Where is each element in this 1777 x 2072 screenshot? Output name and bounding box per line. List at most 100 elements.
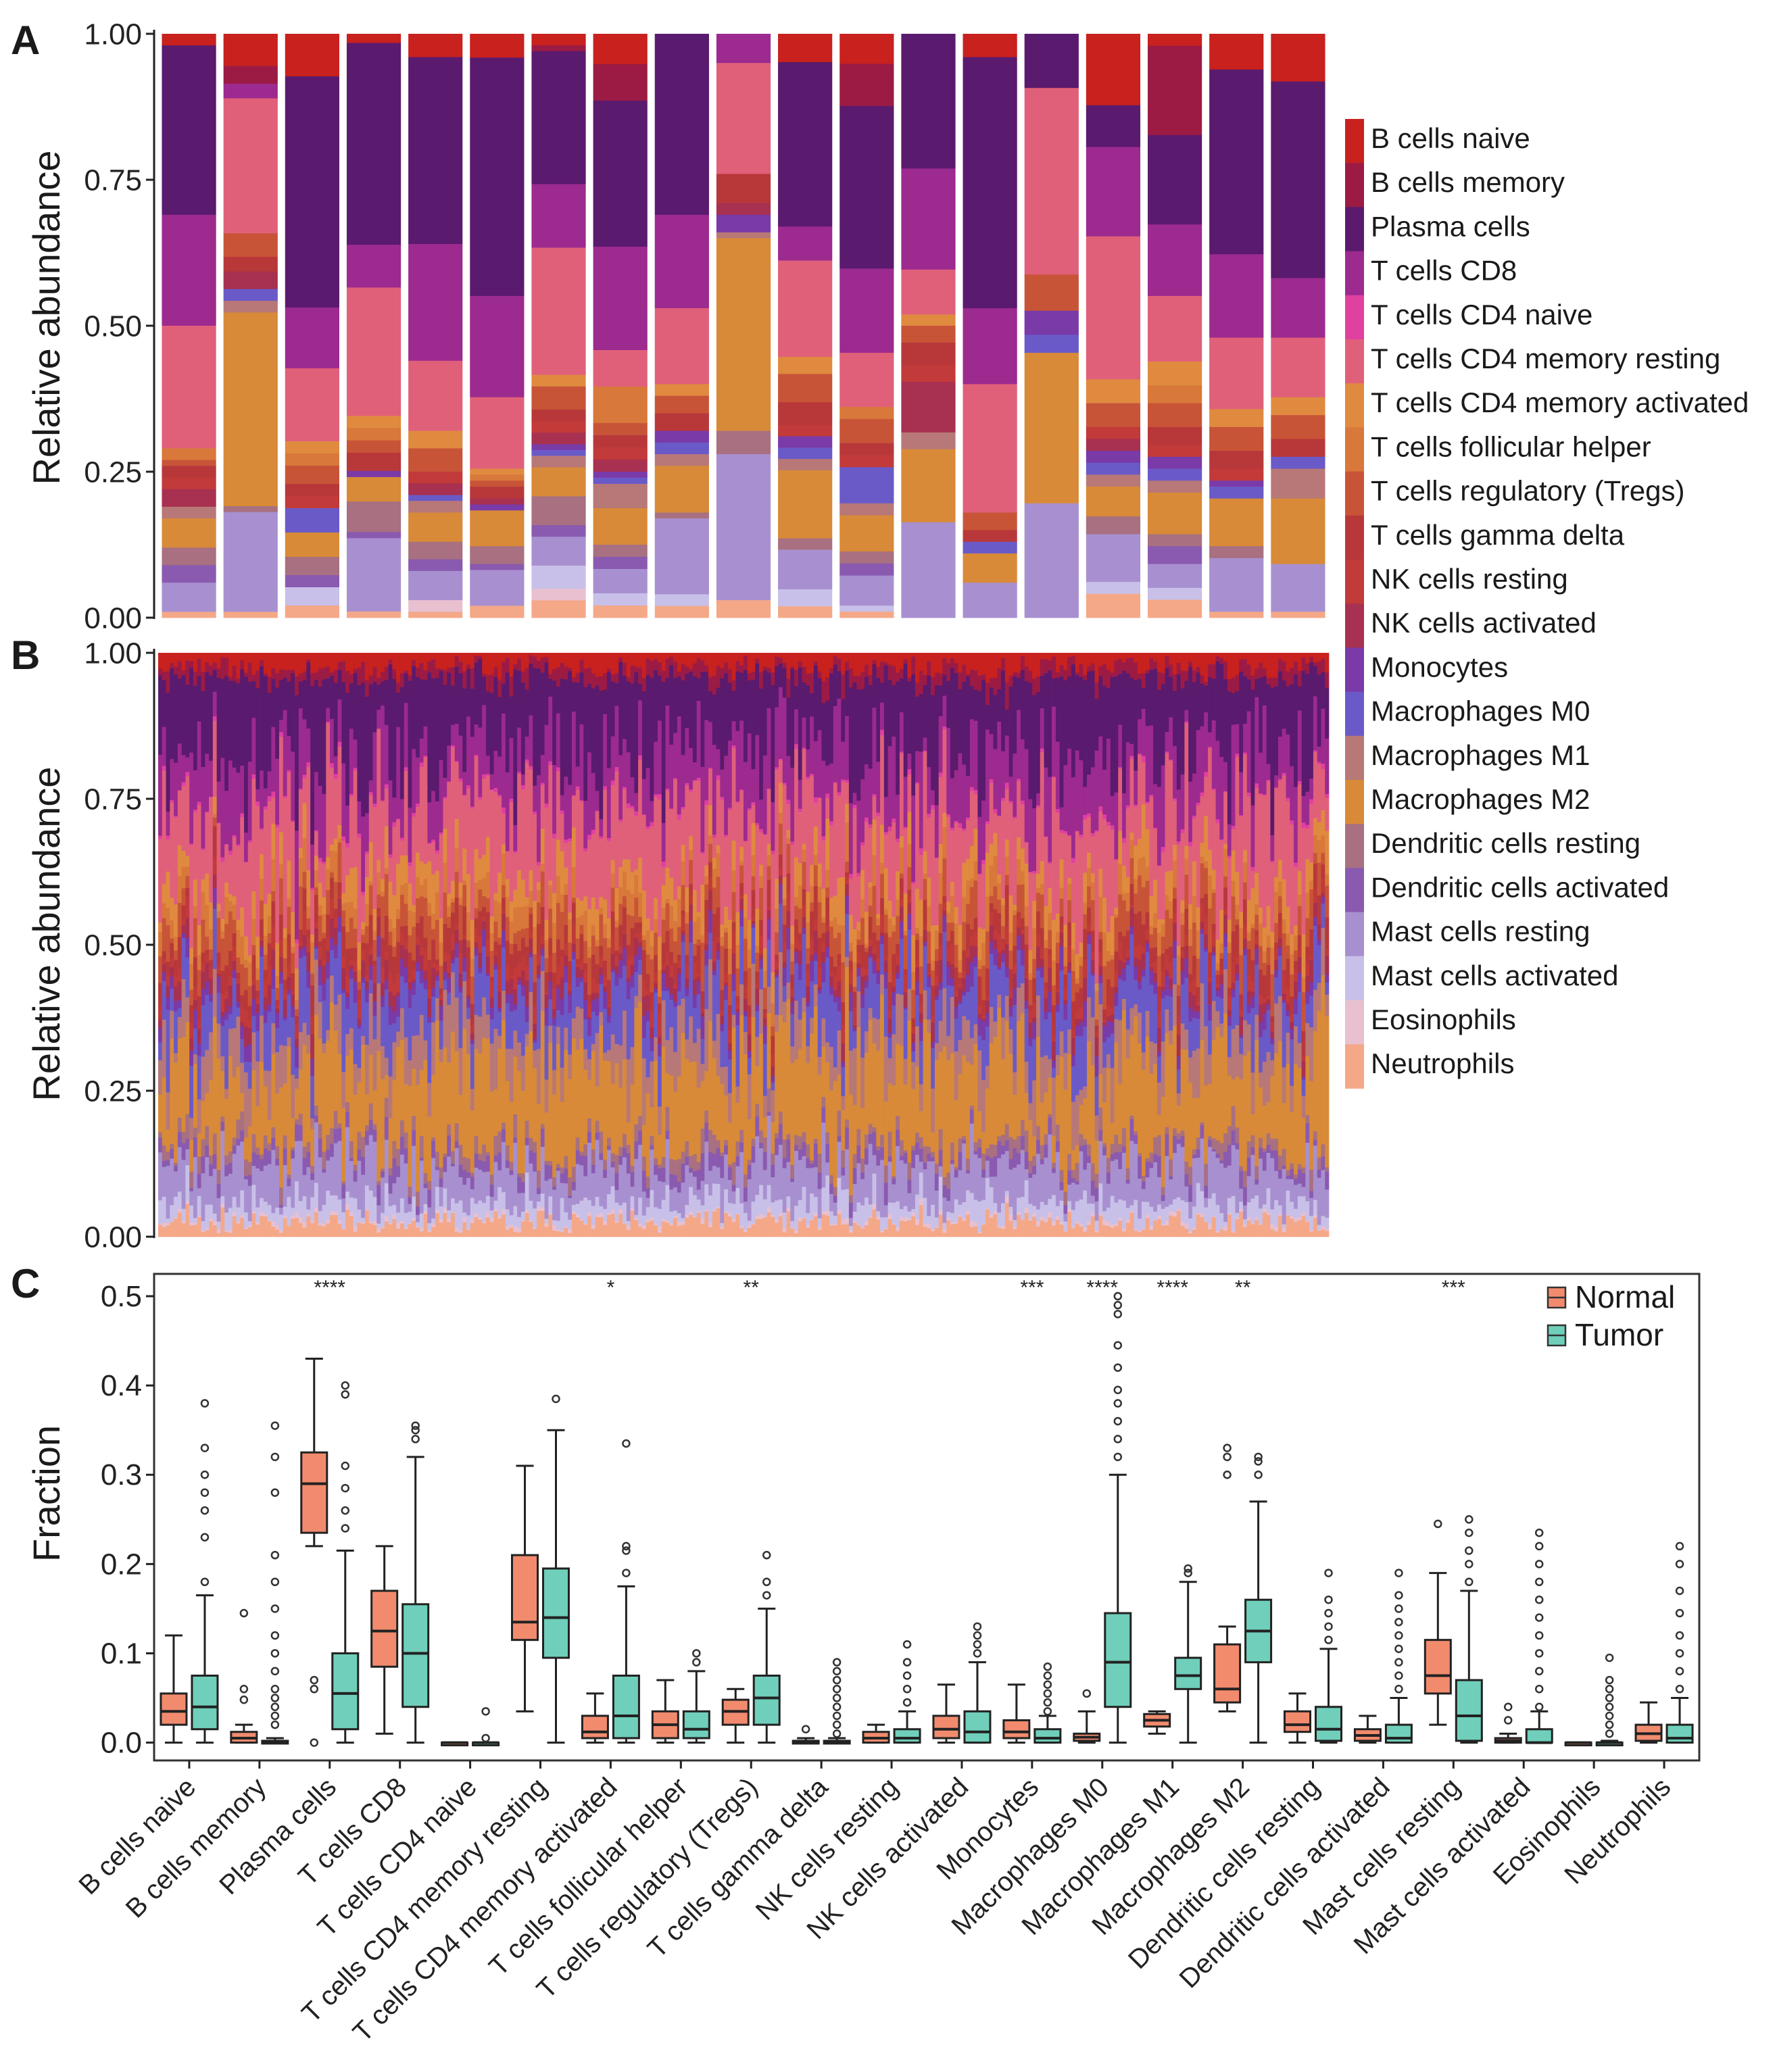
panel-b-bar-segment [333, 1215, 338, 1237]
legend-swatch [1345, 868, 1364, 913]
panel-b-bar-segment [482, 896, 487, 908]
panel-b-bar-segment [357, 1068, 362, 1083]
panel-b-bar-segment [931, 925, 935, 961]
panel-b-bar-segment [212, 908, 217, 970]
panel-b-bar-segment [762, 987, 767, 1010]
panel-b-bar-segment [427, 916, 432, 960]
panel-b-bar-segment [755, 1037, 760, 1066]
panel-b-bar-segment [533, 1005, 537, 1025]
panel-b-bar-segment [973, 794, 978, 829]
panel-b-bar-segment [907, 1020, 912, 1164]
panel-b-bar-segment [236, 1007, 241, 1017]
panel-b-bar-segment [236, 653, 241, 679]
panel-b-bar-segment [439, 670, 443, 761]
panel-b-bar-segment [419, 1231, 424, 1237]
panel-b-bar-segment [166, 811, 170, 836]
panel-b-bar-segment [193, 653, 198, 672]
legend-swatch [1345, 251, 1364, 296]
panel-b-bar-segment [685, 965, 689, 979]
panel-b-bar-segment [735, 1166, 740, 1189]
panel-b-bar-segment [224, 965, 229, 992]
panel-b-bar-segment [306, 1216, 311, 1237]
panel-b-bar-segment [291, 991, 295, 995]
panel-b-bar-segment [544, 808, 549, 920]
panel-b-bar-segment [623, 653, 627, 664]
panel-b-bar-segment [349, 653, 354, 674]
panel-b-bar-segment [794, 963, 799, 1002]
panel-b-bar-segment [841, 925, 846, 963]
panel-b-bar-segment [762, 1217, 767, 1237]
panel-a-bar-segment [285, 368, 340, 442]
panel-b-bar-segment [201, 653, 205, 672]
panel-b-bar-segment [700, 1081, 705, 1129]
panel-b-bar-segment [525, 1006, 529, 1022]
panel-b-bar-segment [162, 1166, 166, 1198]
panel-b-bar-segment [771, 1122, 775, 1154]
panel-b-bar-segment [381, 681, 385, 706]
panel-b-bar-segment [361, 1223, 366, 1237]
panel-a-bar-segment [223, 34, 278, 67]
panel-b-bar-segment [907, 774, 912, 813]
panel-b-bar-segment [618, 1147, 623, 1157]
panel-b-bar-segment [451, 667, 456, 686]
panel-b-bar-segment [462, 934, 467, 940]
panel-b-bar-segment [883, 1217, 888, 1229]
panel-b-bar-segment [404, 925, 408, 941]
panel-b-bar-segment [357, 801, 362, 834]
panel-a-bar-segment [285, 533, 340, 558]
panel-b-bar-segment [333, 774, 338, 780]
panel-b-bar-segment [919, 1205, 923, 1237]
panel-b-bar-segment [166, 925, 170, 962]
panel-b-bar-segment [599, 957, 604, 968]
panel-b-bar-segment [271, 927, 276, 950]
panel-a-bar-segment [470, 564, 525, 570]
panel-b-bar-segment [497, 1048, 502, 1132]
panel-b-bar-segment [513, 908, 518, 934]
panel-b-bar-segment [813, 741, 819, 798]
panel-b-bar-segment [368, 792, 373, 796]
panel-b-bar-segment [310, 1223, 315, 1237]
panel-b-bar-segment [595, 1214, 600, 1218]
panel-b-bar-segment [224, 924, 229, 966]
panel-b-bar-segment [766, 789, 771, 844]
panel-b-bar-segment [591, 954, 595, 979]
panel-b-bar-segment [696, 1170, 701, 1190]
panel-a-bar-segment [716, 238, 771, 431]
panel-b-bar-segment [638, 700, 643, 756]
panel-a-bar-segment [1209, 558, 1264, 612]
panel-b-bar-segment [806, 779, 810, 893]
panel-b-bar-segment [544, 1218, 549, 1224]
panel-b-bar-segment [353, 653, 358, 670]
panel-b-bar-segment [185, 685, 190, 758]
panel-b-bar-segment [493, 964, 498, 970]
panel-b-bar-segment [638, 1131, 643, 1145]
panel-b-bar-segment [544, 724, 549, 804]
panel-b-bar-segment [856, 963, 861, 969]
panel-b-bar-segment [845, 1224, 850, 1237]
panel-b-bar-segment [591, 834, 595, 898]
panel-b-bar-segment [579, 924, 584, 935]
panel-b-bar-segment [212, 1016, 217, 1134]
panel-b-bar-segment [786, 1196, 791, 1208]
panel-b-bar-segment [810, 1160, 814, 1164]
panel-b-bar-segment [623, 676, 627, 739]
panel-b-bar-segment [271, 679, 276, 728]
panel-b-bar-segment [946, 681, 951, 729]
panel-b-bar-segment [762, 1013, 767, 1018]
panel-a-bar-segment [654, 512, 709, 519]
panel-b-bar-segment [298, 673, 303, 682]
panel-b-bar-segment [962, 1143, 967, 1203]
panel-b-bar-segment [216, 678, 221, 782]
panel-b-bar-segment [899, 873, 904, 879]
panel-b-bar-segment [295, 1025, 299, 1039]
panel-b-bar-segment [525, 980, 529, 1007]
panel-b-bar-segment [954, 673, 958, 771]
panel-b-bar-segment [556, 771, 561, 841]
panel-b-bar-segment [470, 737, 474, 807]
panel-b-bar-segment [416, 807, 420, 854]
panel-a-bar-segment [901, 342, 956, 366]
panel-b-bar-segment [747, 1227, 752, 1237]
panel-b-bar-segment [759, 920, 764, 937]
panel-b-bar-segment [681, 1225, 685, 1237]
panel-b-bar-segment [614, 683, 619, 706]
